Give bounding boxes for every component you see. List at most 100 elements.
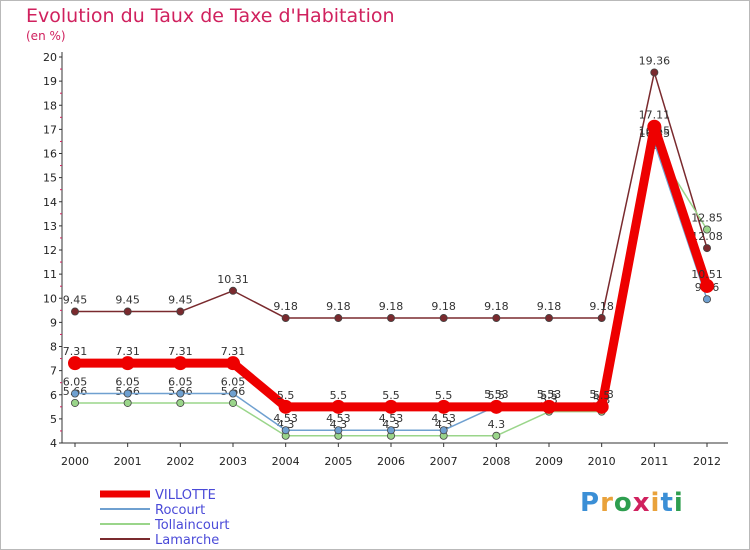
data-label-villotte: 7.31 xyxy=(168,345,193,358)
data-label-tollaincourt: 12.85 xyxy=(691,211,723,224)
data-label-rocourt: 4.53 xyxy=(326,412,351,425)
data-label-lamarche: 9.18 xyxy=(273,300,298,313)
logo-letter: P xyxy=(580,488,601,518)
data-point-villotte xyxy=(331,399,346,414)
y-tick-label: 5 xyxy=(50,413,57,426)
data-label-villotte: 10.51 xyxy=(691,268,723,281)
logo-letter: r xyxy=(600,488,614,518)
y-tick-label: 16 xyxy=(43,148,57,161)
data-point-lamarche xyxy=(492,314,501,323)
data-label-tollaincourt: 4.3 xyxy=(382,418,400,431)
y-tick-label: 12 xyxy=(43,244,57,257)
data-point-villotte xyxy=(68,356,82,371)
y-tick-label: 15 xyxy=(43,172,57,185)
data-point-villotte xyxy=(594,399,609,414)
y-axis-unit-label: (en %) xyxy=(26,29,66,43)
data-label-lamarche: 9.45 xyxy=(168,294,193,307)
data-label-lamarche: 9.18 xyxy=(431,300,456,313)
data-label-villotte: 5.5 xyxy=(382,389,400,402)
data-point-lamarche xyxy=(281,314,290,323)
x-tick-label: 2008 xyxy=(482,455,510,468)
data-label-lamarche: 9.45 xyxy=(115,294,140,307)
data-point-lamarche xyxy=(597,314,606,323)
data-label-rocourt: 4.53 xyxy=(379,412,404,425)
data-point-rocourt xyxy=(71,389,80,398)
y-tick-label: 8 xyxy=(50,341,57,354)
x-tick-label: 2012 xyxy=(693,455,721,468)
data-label-rocourt: 5.53 xyxy=(484,388,509,401)
data-point-rocourt xyxy=(703,295,712,304)
data-point-tollaincourt xyxy=(703,225,712,234)
data-label-tollaincourt: 4.3 xyxy=(330,418,348,431)
data-point-lamarche xyxy=(176,307,185,316)
data-label-villotte: 5.5 xyxy=(277,389,295,402)
data-label-lamarche: 9.45 xyxy=(63,294,88,307)
data-label-rocourt: 6.05 xyxy=(63,376,88,389)
data-point-rocourt xyxy=(386,426,395,435)
data-label-lamarche: 9.18 xyxy=(484,300,509,313)
data-label-rocourt: 6.05 xyxy=(221,376,246,389)
data-point-villotte xyxy=(226,356,240,371)
data-point-lamarche xyxy=(439,314,448,323)
y-tick-label: 13 xyxy=(43,220,57,233)
data-label-rocourt: 6.05 xyxy=(168,376,193,389)
x-tick-label: 2003 xyxy=(219,455,247,468)
data-point-rocourt xyxy=(228,389,237,398)
y-tick-label: 14 xyxy=(43,196,57,209)
data-label-rocourt: 5.53 xyxy=(537,388,562,401)
data-point-villotte xyxy=(278,399,293,414)
data-point-tollaincourt xyxy=(176,398,185,407)
data-point-lamarche xyxy=(386,314,395,323)
data-label-villotte: 5.5 xyxy=(435,389,453,402)
data-label-lamarche: 9.18 xyxy=(379,300,404,313)
y-tick-label: 10 xyxy=(43,292,57,305)
data-label-villotte: 7.31 xyxy=(221,345,246,358)
data-point-villotte xyxy=(384,399,398,414)
legend-label-lamarche: Lamarche xyxy=(155,533,219,548)
data-point-lamarche xyxy=(334,314,343,323)
data-point-lamarche xyxy=(545,314,554,323)
logo-letter: x xyxy=(632,488,651,518)
data-label-villotte: 7.31 xyxy=(63,345,88,358)
data-point-lamarche xyxy=(703,244,712,253)
data-point-villotte xyxy=(542,399,556,414)
data-label-lamarche: 10.31 xyxy=(217,273,249,286)
series-line-lamarche xyxy=(75,71,708,319)
x-tick-label: 2001 xyxy=(114,455,142,468)
data-label-rocourt: 4.53 xyxy=(273,412,298,425)
data-point-rocourt xyxy=(281,426,290,435)
y-tick-label: 19 xyxy=(43,75,57,88)
y-tick-label: 7 xyxy=(50,365,57,378)
x-tick-label: 2011 xyxy=(640,455,668,468)
data-point-villotte xyxy=(173,356,188,371)
logo-letter: t xyxy=(660,488,674,518)
data-point-villotte xyxy=(647,119,662,134)
data-point-lamarche xyxy=(71,307,80,316)
y-tick-label: 11 xyxy=(43,268,57,281)
data-label-lamarche: 9.18 xyxy=(537,300,562,313)
data-label-villotte: 5.5 xyxy=(593,389,611,402)
y-tick-label: 4 xyxy=(50,437,57,450)
data-point-lamarche xyxy=(228,286,237,295)
data-point-tollaincourt xyxy=(492,431,501,440)
data-point-tollaincourt xyxy=(71,398,80,407)
y-tick-label: 17 xyxy=(43,123,57,136)
proxiti-logo: Proxiti xyxy=(580,488,684,518)
data-point-tollaincourt xyxy=(228,398,237,407)
data-label-lamarche: 19.36 xyxy=(639,54,671,67)
x-tick-label: 2004 xyxy=(272,455,300,468)
x-tick-label: 2006 xyxy=(377,455,405,468)
data-point-rocourt xyxy=(439,426,448,435)
data-point-villotte xyxy=(436,399,451,414)
y-tick-label: 18 xyxy=(43,99,57,112)
data-point-lamarche xyxy=(650,68,659,77)
x-tick-label: 2000 xyxy=(61,455,89,468)
data-label-lamarche: 12.08 xyxy=(691,230,723,243)
data-label-villotte: 7.31 xyxy=(115,345,140,358)
logo-letter: i xyxy=(650,488,661,518)
x-tick-label: 2009 xyxy=(535,455,563,468)
legend-label-tollaincourt: Tollaincourt xyxy=(154,518,230,533)
legend-label-villotte: VILLOTTE xyxy=(155,488,216,503)
data-point-rocourt xyxy=(334,426,343,435)
